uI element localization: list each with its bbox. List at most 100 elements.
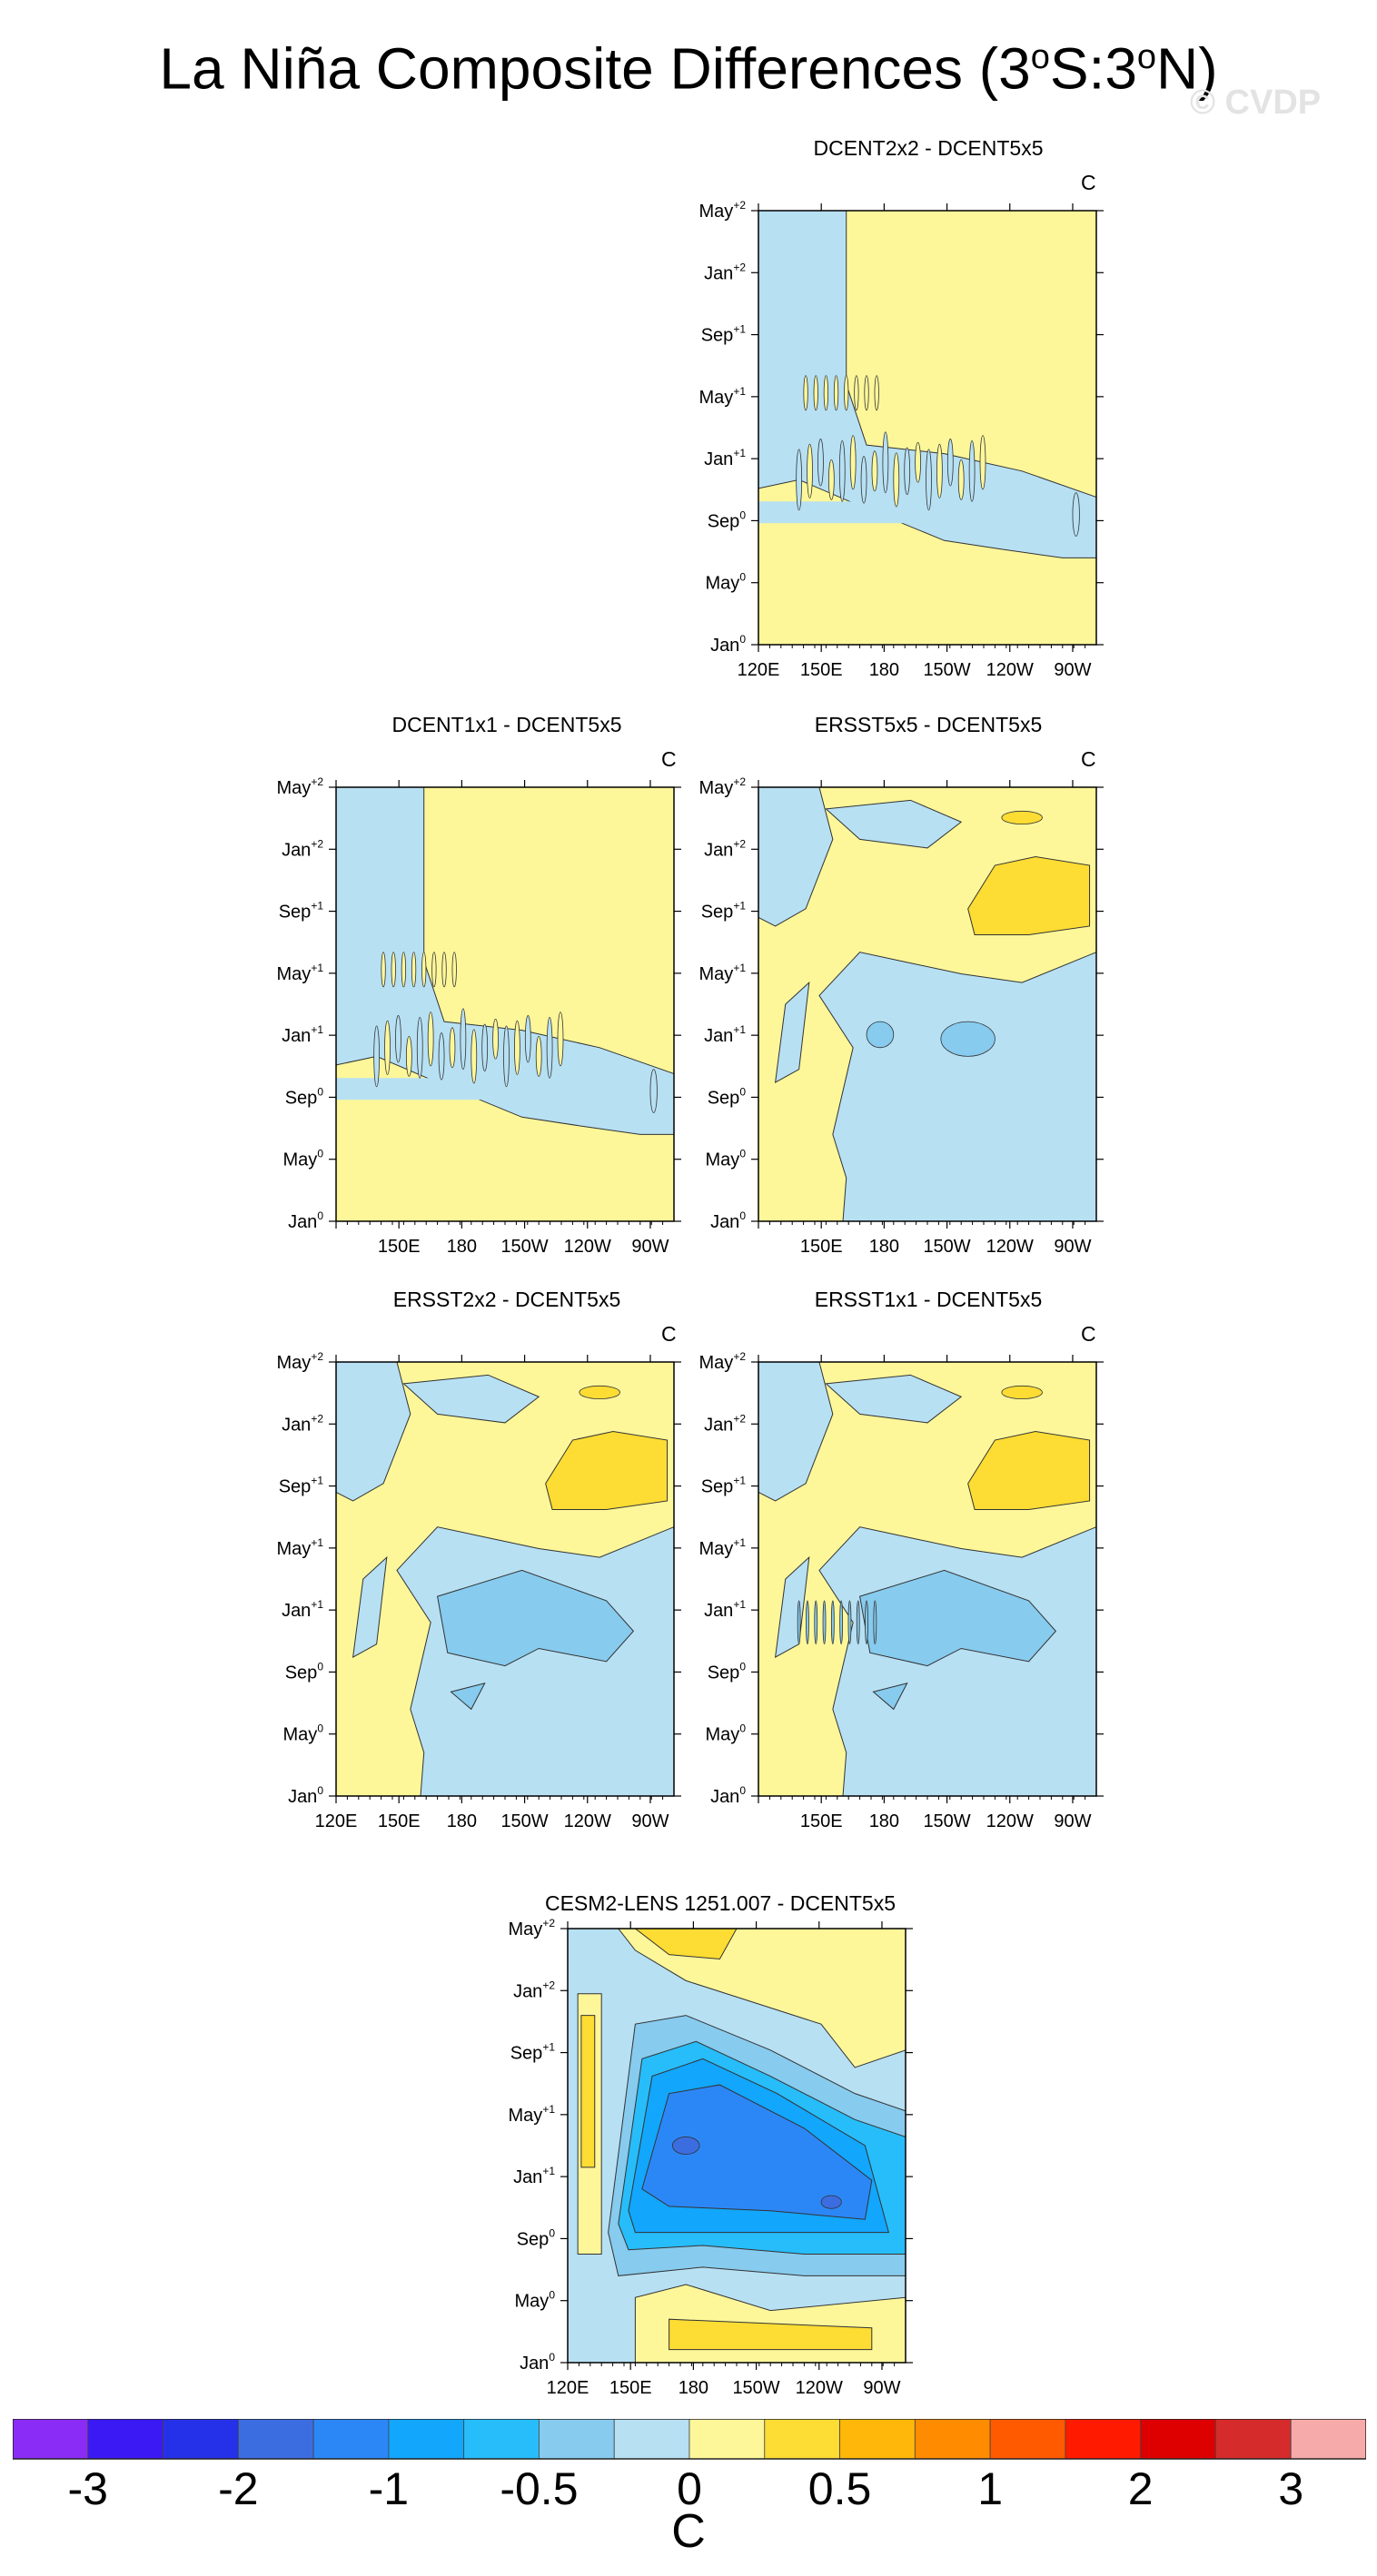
x-tick-label: 90W bbox=[1054, 660, 1091, 680]
streak-contour bbox=[373, 1025, 381, 1088]
negative-core bbox=[940, 1021, 996, 1057]
negative-core bbox=[866, 1021, 895, 1049]
y-tick-label: Sep0 bbox=[708, 508, 747, 531]
panel-title-ersst5x5: ERSST5x5 - DCENT5x5 bbox=[814, 713, 1043, 736]
x-tick-label: 90W bbox=[1054, 1237, 1091, 1257]
positive-core-north bbox=[634, 1929, 738, 1959]
x-tick-label: 150E bbox=[800, 1811, 843, 1831]
y-tick-label: May+2 bbox=[699, 1351, 747, 1373]
x-tick-label: 150E bbox=[609, 2378, 652, 2398]
y-tick-label: May+2 bbox=[509, 1918, 556, 1939]
colorbar-cell bbox=[87, 2419, 163, 2460]
x-tick-label: 150W bbox=[500, 1237, 548, 1257]
streak-contour bbox=[807, 443, 813, 498]
panel-title-dcent2x2: DCENT2x2 - DCENT5x5 bbox=[813, 136, 1044, 160]
hovmoller-plot-ersst1x1: 150E 180 150W 120W 90W Jan0 May0 Sep0 Jan+1 May+1… bbox=[699, 1351, 1104, 1831]
colorbar-label: 0.5 bbox=[808, 2463, 872, 2510]
streak-contour bbox=[813, 375, 818, 411]
streak-contour bbox=[844, 375, 849, 411]
y-tick-label: May0 bbox=[515, 2289, 556, 2312]
positive-region-north bbox=[618, 1929, 906, 2068]
y-tick-label: Jan0 bbox=[288, 1209, 323, 1232]
y-tick-label: Sep0 bbox=[708, 1660, 747, 1683]
streak-contour bbox=[441, 952, 447, 988]
x-tick-label: 150E bbox=[378, 1811, 421, 1831]
negative-core bbox=[437, 1569, 635, 1667]
streak-contour bbox=[874, 375, 879, 411]
negative-region-north bbox=[825, 1374, 963, 1424]
x-tick-label: 120E bbox=[738, 660, 780, 680]
colorbar-cell bbox=[13, 2419, 89, 2460]
x-tick-label: 120W bbox=[796, 2378, 843, 2398]
streak-contour bbox=[503, 1025, 510, 1088]
colorbar-cell bbox=[539, 2419, 615, 2460]
streak-contour bbox=[864, 375, 869, 411]
streak-contour bbox=[946, 439, 954, 487]
y-tick-label: May0 bbox=[706, 1722, 747, 1745]
y-tick-label: Sep0 bbox=[285, 1660, 324, 1683]
streak-contour bbox=[557, 1012, 564, 1067]
negative-core bbox=[859, 1569, 1057, 1667]
y-tick-label: Jan+1 bbox=[282, 1023, 323, 1046]
positive-core bbox=[545, 1430, 669, 1511]
negative-level-5 bbox=[820, 2195, 842, 2209]
streak-contour bbox=[514, 1020, 520, 1075]
y-tick-label: Jan+2 bbox=[704, 1412, 746, 1435]
streak-contour bbox=[803, 375, 808, 411]
colorbar-label: 1 bbox=[977, 2463, 1003, 2510]
positive-core-north bbox=[1001, 810, 1043, 825]
x-tick-label: 180 bbox=[447, 1811, 477, 1831]
y-tick-label: Jan0 bbox=[710, 1209, 746, 1232]
colorbar-cell bbox=[764, 2419, 840, 2460]
x-tick-label: 120E bbox=[315, 1811, 358, 1831]
panel-title-dcent1x1: DCENT1x1 - DCENT5x5 bbox=[391, 713, 622, 736]
hovmoller-plot-ersst5x5: 150E 180 150W 120W 90W Jan0 May0 Sep0 Jan+1 May+1… bbox=[699, 776, 1104, 1257]
x-tick-label: 150W bbox=[923, 660, 970, 680]
streak-contour bbox=[926, 449, 932, 511]
streak-contour bbox=[838, 439, 846, 502]
panel-unit-dcent2x2: C bbox=[1081, 171, 1096, 194]
streak-contour bbox=[438, 1032, 445, 1081]
negative-patch bbox=[774, 981, 810, 1083]
colorbar-cell bbox=[1290, 2419, 1366, 2460]
streak-contour bbox=[915, 441, 921, 483]
plot-field bbox=[758, 1362, 1096, 1796]
x-tick-label: 180 bbox=[447, 1237, 477, 1257]
negative-region-north bbox=[825, 799, 963, 849]
x-tick-label: 120W bbox=[986, 660, 1034, 680]
negative-level-4 bbox=[641, 2084, 873, 2220]
x-tick-label: 120E bbox=[547, 2378, 589, 2398]
streak-contour bbox=[839, 1600, 844, 1645]
streak-contour bbox=[849, 435, 857, 490]
colorbar-cell bbox=[1065, 2419, 1142, 2460]
colorbar-frame bbox=[13, 2419, 1366, 2460]
streak-contour bbox=[806, 1600, 809, 1645]
colorbar-cell bbox=[989, 2419, 1066, 2460]
positive-core-west bbox=[580, 2015, 596, 2168]
x-tick-label: 180 bbox=[869, 1237, 899, 1257]
x-tick-label: 90W bbox=[631, 1237, 669, 1257]
y-tick-label: Sep0 bbox=[517, 2226, 556, 2249]
x-tick-label: 90W bbox=[1054, 1811, 1091, 1831]
y-tick-label: Jan0 bbox=[710, 633, 746, 656]
y-tick-label: Jan+1 bbox=[513, 2165, 555, 2187]
negative-band bbox=[336, 1078, 674, 1100]
streak-contour bbox=[822, 1600, 827, 1645]
y-tick-label: May+2 bbox=[277, 1351, 324, 1373]
y-tick-label: Sep+1 bbox=[510, 2041, 556, 2064]
negative-region-main bbox=[818, 1526, 1096, 1796]
hovmoller-plot-dcent2x2: 120E 150E 180 150W 120W 90W Jan0 May0 Sep0 Jan+1 M… bbox=[699, 200, 1104, 680]
hovmoller-plot-cesm2: 120E 150E 180 150W 120W 90W Jan0 May0 Sep0 Jan+1 M… bbox=[509, 1918, 913, 2398]
x-tick-label: 150W bbox=[923, 1811, 970, 1831]
panel-unit-ersst1x1: C bbox=[1081, 1322, 1096, 1346]
colorbar-cell bbox=[914, 2419, 991, 2460]
panel-title-cesm2: CESM2-LENS 1251.007 - DCENT5x5 bbox=[544, 1891, 897, 1915]
streak-contour bbox=[873, 1600, 877, 1645]
y-tick-label: May0 bbox=[283, 1722, 324, 1745]
streak-contour bbox=[936, 443, 943, 498]
x-tick-label: 150W bbox=[923, 1237, 970, 1257]
colorbar-cell bbox=[1215, 2419, 1292, 2460]
streak-contour bbox=[797, 1600, 801, 1645]
streak-contour bbox=[827, 459, 835, 500]
streak-contour bbox=[411, 952, 417, 988]
